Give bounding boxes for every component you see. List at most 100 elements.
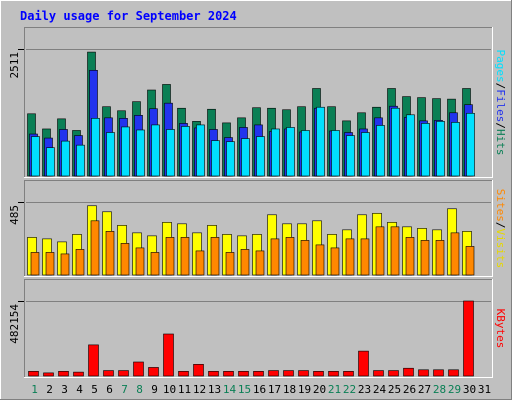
chart-title: Daily usage for September 2024 (20, 9, 237, 23)
bar-sites-day-23 (360, 238, 370, 276)
day-label-15: 15 (238, 383, 251, 396)
bar-sites-day-2 (45, 252, 55, 276)
bar-pages-day-30 (466, 112, 475, 177)
panel-kbytes-frame-bg (24, 279, 493, 378)
day-label-2: 2 (46, 383, 53, 396)
bar-pages-day-17 (271, 128, 280, 177)
bar-kbytes-day-27 (418, 369, 429, 377)
bar-kbytes-day-30 (463, 300, 474, 377)
legend-hits-files-pages-part-3: / (494, 122, 507, 129)
bar-sites-day-5 (90, 220, 100, 276)
day-label-22: 22 (343, 383, 356, 396)
bar-kbytes-day-26 (403, 367, 414, 377)
bar-sites-day-15 (240, 249, 250, 276)
bar-kbytes-day-14 (223, 371, 234, 377)
legend-hits-files-pages-part-1: / (494, 83, 507, 90)
bar-pages-day-6 (106, 132, 115, 177)
bar-sites-day-4 (75, 249, 85, 276)
bar-pages-day-21 (331, 130, 340, 177)
bar-pages-day-3 (61, 140, 70, 177)
bar-kbytes-day-28 (433, 369, 444, 377)
day-label-25: 25 (388, 383, 401, 396)
bar-pages-day-2 (46, 147, 55, 177)
day-label-4: 4 (76, 383, 83, 396)
legend-sites-visits-part-1: / (494, 222, 507, 229)
bar-sites-day-25 (390, 226, 400, 276)
bar-pages-day-4 (76, 144, 85, 177)
day-label-28: 28 (433, 383, 446, 396)
bar-sites-day-24 (375, 226, 385, 276)
panel-visits-sites-ymax-label: 485 (8, 205, 21, 225)
bar-kbytes-day-2 (43, 372, 54, 377)
bar-sites-day-12 (195, 250, 205, 276)
bar-kbytes-day-3 (58, 371, 69, 377)
bar-sites-day-3 (60, 253, 70, 276)
bar-kbytes-day-21 (328, 371, 339, 377)
bar-kbytes-day-13 (208, 371, 219, 377)
panel-visits-sites: 485 Sites/Visits (8, 180, 507, 277)
legend-hits-files-pages-part-4: Hits (494, 129, 507, 156)
bar-kbytes-day-1 (28, 371, 39, 377)
bar-pages-day-12 (196, 124, 205, 177)
bar-pages-day-15 (241, 138, 250, 177)
day-label-21: 21 (328, 383, 341, 396)
bar-sites-day-19 (300, 240, 310, 276)
bar-kbytes-day-17 (268, 370, 279, 377)
day-label-14: 14 (223, 383, 237, 396)
bar-sites-day-28 (435, 240, 445, 276)
bar-pages-day-25 (391, 107, 400, 177)
panel-kbytes: 482154 KBytes (8, 279, 507, 378)
day-label-7: 7 (121, 383, 128, 396)
day-label-17: 17 (268, 383, 281, 396)
day-label-3: 3 (61, 383, 68, 396)
bar-kbytes-day-9 (148, 367, 159, 377)
day-label-19: 19 (298, 383, 311, 396)
bar-pages-day-16 (256, 136, 265, 177)
panel-hits-files-pages: 2511 Pages/Files/Hits (8, 27, 507, 178)
bar-pages-day-26 (406, 114, 415, 177)
legend-sites-visits-part-2: Visits (494, 229, 507, 269)
day-label-31: 31 (478, 383, 491, 396)
day-label-12: 12 (193, 383, 206, 396)
day-label-30: 30 (463, 383, 476, 396)
bar-kbytes-day-29 (448, 369, 459, 377)
bar-pages-day-10 (166, 129, 175, 177)
day-label-11: 11 (178, 383, 191, 396)
bar-kbytes-day-20 (313, 371, 324, 377)
legend-hits-files-pages: Pages/Files/Hits (494, 50, 507, 156)
bar-sites-day-20 (315, 244, 325, 276)
day-label-5: 5 (91, 383, 98, 396)
day-label-18: 18 (283, 383, 296, 396)
day-label-29: 29 (448, 383, 461, 396)
bar-sites-day-18 (285, 237, 295, 276)
bar-pages-day-7 (121, 126, 130, 177)
bar-kbytes-day-22 (343, 371, 354, 377)
legend-kbytes-part-0: KBytes (494, 309, 507, 349)
chart-panels: 2511 Pages/Files/Hits 485 Sites/Visits 48215… (8, 27, 507, 378)
panel-hits-files-pages-ymax-label: 2511 (8, 52, 21, 79)
bar-pages-day-14 (226, 141, 235, 177)
bar-kbytes-day-7 (118, 370, 129, 377)
legend-hits-files-pages-part-0: Pages (494, 50, 507, 83)
bar-sites-day-13 (210, 237, 220, 276)
bar-pages-day-22 (346, 135, 355, 177)
bar-pages-day-29 (451, 122, 460, 177)
bar-sites-day-29 (450, 232, 460, 276)
bar-kbytes-day-4 (73, 371, 84, 377)
day-label-6: 6 (106, 383, 113, 396)
bar-sites-day-26 (405, 237, 415, 276)
bar-sites-day-21 (330, 247, 340, 276)
bar-sites-day-17 (270, 238, 280, 276)
bar-pages-day-8 (136, 129, 145, 177)
day-label-1: 1 (31, 383, 38, 396)
bar-pages-day-5 (91, 118, 100, 177)
bar-pages-day-28 (436, 121, 445, 177)
day-label-13: 13 (208, 383, 221, 396)
bar-kbytes-day-6 (103, 370, 114, 377)
legend-sites-visits: Sites/Visits (494, 189, 507, 269)
day-label-16: 16 (253, 383, 266, 396)
bar-kbytes-day-11 (178, 371, 189, 377)
bar-sites-day-22 (345, 238, 355, 276)
day-label-9: 9 (151, 383, 158, 396)
